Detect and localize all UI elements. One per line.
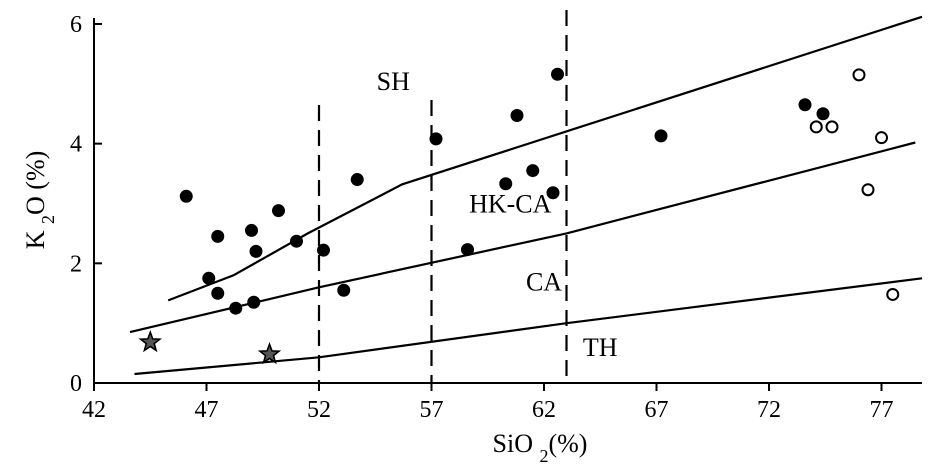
boundary-line-3: [134, 277, 923, 376]
point-filled-circle-8: [247, 295, 261, 309]
point-open-circle-2: [825, 120, 839, 134]
x-tick-label-62: 62: [532, 397, 556, 423]
point-filled-circle-15: [461, 243, 474, 257]
point-open-circle-6: [886, 287, 900, 301]
point-filled-circle-17: [510, 109, 524, 123]
point-filled-circle-21: [654, 129, 668, 143]
y-axis-title-text: K: [21, 230, 50, 249]
ticks: 42 47 52 57 62 67 72 77 0 2 4 6: [70, 12, 894, 423]
point-open-circle-3: [852, 68, 866, 82]
x-tick-label-72: 72: [757, 397, 781, 423]
region-label-hkca: HK-CA: [469, 189, 552, 218]
y-tick-label-0: 0: [70, 371, 82, 397]
point-filled-circle-16: [499, 177, 513, 191]
point-filled-circle-13: [350, 173, 364, 187]
point-filled-circle-2: [202, 271, 216, 285]
point-filled-circle-1: [179, 189, 193, 203]
point-filled-circle-10: [290, 234, 303, 248]
point-filled-circle-19: [546, 186, 560, 200]
y-axis-title-text-rest: O (%): [21, 151, 50, 215]
boundary-line-1: [167, 15, 923, 302]
point-filled-circle-11: [317, 243, 330, 257]
point-filled-circle-3: [211, 229, 225, 243]
y-axis-title-text-subscript: 2: [38, 215, 58, 224]
point-filled-circle-5: [229, 301, 243, 315]
x-tick-label-47: 47: [195, 397, 219, 423]
point-filled-circle-23: [816, 107, 830, 121]
point-filled-circle-20: [551, 67, 564, 81]
point-filled-circle-6: [245, 223, 258, 237]
y-tick-label-4: 4: [70, 132, 82, 158]
x-axis-title: SiO 2(%): [493, 429, 588, 464]
region-label-sh: SH: [377, 67, 410, 96]
point-star-2: [257, 342, 282, 365]
x-axis-title-text: SiO: [493, 429, 533, 458]
point-filled-circle-12: [337, 283, 351, 297]
y-axis-title: K 2O (%): [21, 151, 58, 250]
point-open-circle-5: [875, 131, 888, 145]
point-filled-circle-14: [429, 132, 443, 146]
x-axis-title-text-rest: (%): [548, 429, 587, 458]
x-tick-label-57: 57: [420, 397, 444, 423]
x-tick-label-77: 77: [870, 397, 894, 423]
boundary-line-2: [129, 141, 916, 334]
x-tick-label-52: 52: [307, 397, 331, 423]
x-tick-label-42: 42: [82, 397, 106, 423]
point-filled-circle-18: [526, 164, 540, 178]
x-tick-label-67: 67: [645, 397, 669, 423]
region-labels: SH HK-CA CA TH: [377, 67, 618, 362]
point-filled-circle-7: [249, 244, 263, 258]
point-star-1: [138, 330, 162, 353]
point-open-circle-1: [809, 120, 823, 134]
point-filled-circle-22: [798, 98, 812, 112]
region-label-th: TH: [583, 333, 618, 362]
data-points: [138, 67, 900, 365]
point-open-circle-4: [861, 183, 875, 197]
y-tick-label-2: 2: [70, 251, 82, 277]
y-tick-label-6: 6: [70, 12, 82, 38]
point-filled-circle-9: [272, 204, 285, 218]
axes: [93, 18, 922, 384]
point-filled-circle-4: [211, 286, 225, 300]
x-axis-title-text-subscript: 2: [539, 446, 548, 464]
region-label-ca: CA: [526, 267, 562, 296]
